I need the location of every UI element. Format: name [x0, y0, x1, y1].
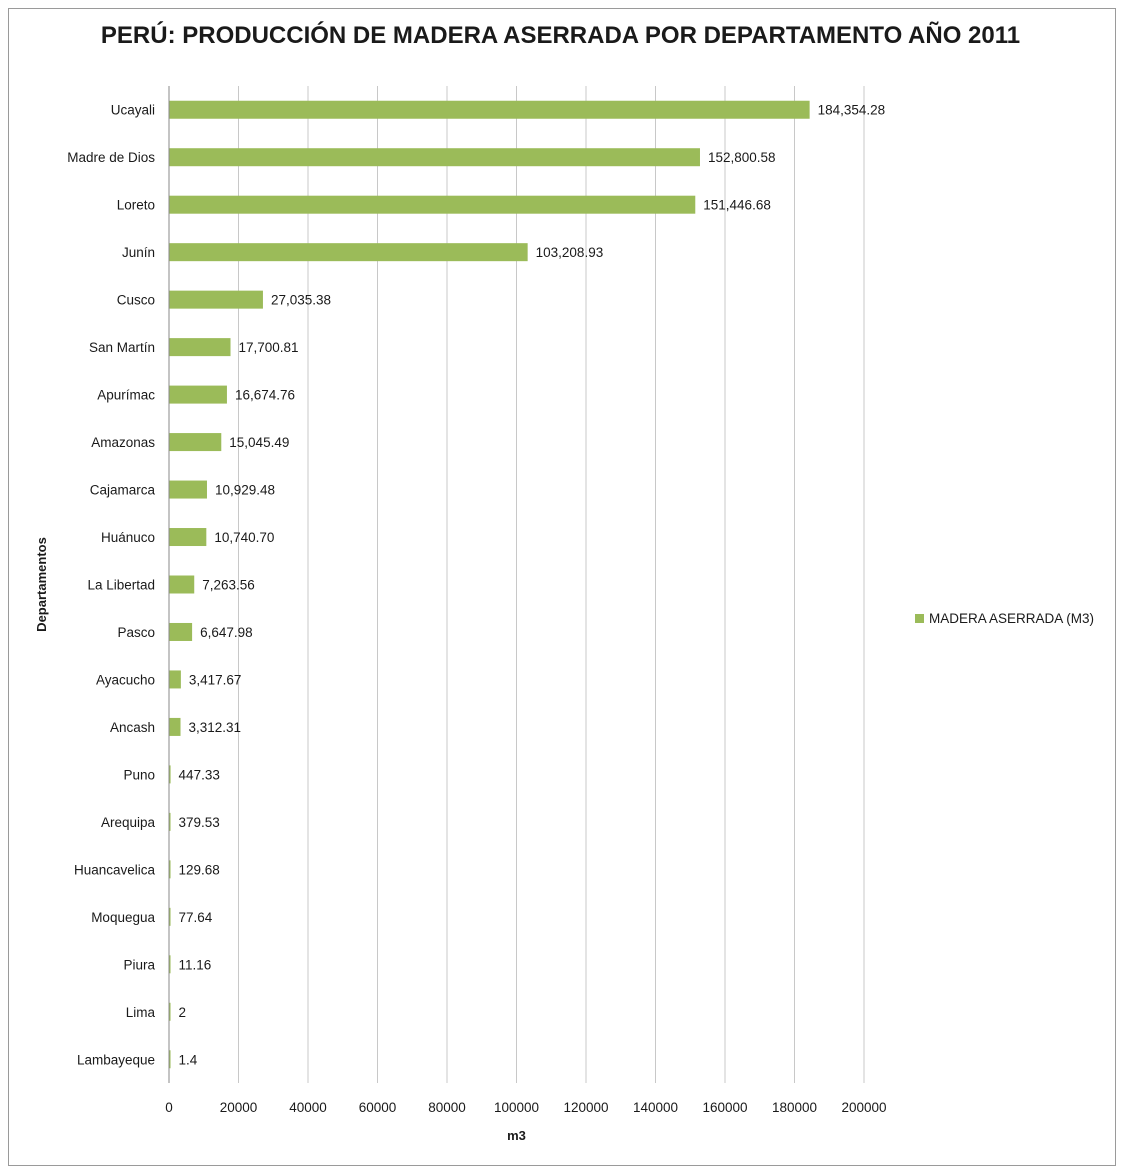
data-label: 27,035.38	[271, 293, 331, 308]
category-label: Ucayali	[111, 103, 155, 118]
data-label: 3,417.67	[189, 672, 242, 687]
bar	[169, 860, 171, 879]
bar	[169, 290, 263, 309]
bars	[169, 100, 810, 1069]
x-tick-label: 160000	[702, 1100, 747, 1115]
bar	[169, 1002, 171, 1021]
x-axis-title: m3	[507, 1128, 526, 1143]
category-label: Huánuco	[101, 530, 155, 545]
data-label: 7,263.56	[202, 578, 255, 593]
bar	[169, 148, 700, 167]
data-label: 447.33	[179, 767, 220, 782]
legend-swatch	[915, 614, 924, 623]
data-label: 3,312.31	[189, 720, 242, 735]
category-labels: Ucayali Madre de Dios Loreto Junín Cusco San …	[67, 103, 155, 1068]
data-label: 10,740.70	[214, 530, 274, 545]
bar	[169, 100, 810, 119]
bar	[169, 1050, 171, 1069]
category-label: Cusco	[117, 293, 155, 308]
bar	[169, 765, 171, 784]
data-label: 129.68	[179, 862, 220, 877]
bar	[169, 385, 227, 404]
bar	[169, 812, 171, 831]
category-label: Amazonas	[91, 435, 155, 450]
category-label: Ancash	[110, 720, 155, 735]
bar	[169, 717, 181, 736]
data-label: 1.4	[179, 1052, 198, 1067]
data-label: 15,045.49	[229, 435, 289, 450]
category-label: Madre de Dios	[67, 150, 155, 165]
bar	[169, 433, 222, 452]
bar	[169, 575, 195, 594]
legend-label: MADERA ASERRADA (M3)	[929, 611, 1094, 626]
category-label: La Libertad	[87, 578, 155, 593]
data-label: 151,446.68	[703, 198, 771, 213]
x-tick-label: 120000	[563, 1100, 608, 1115]
category-label: Lima	[126, 1005, 156, 1020]
category-label: Cajamarca	[90, 483, 156, 498]
category-label: Pasco	[117, 625, 155, 640]
chart-title: PERÚ: PRODUCCIÓN DE MADERA ASERRADA POR …	[100, 22, 1021, 49]
category-label: San Martín	[89, 340, 155, 355]
bar	[169, 480, 207, 499]
x-tick-label: 100000	[494, 1100, 539, 1115]
category-label: Piura	[123, 957, 155, 972]
x-tick-label: 140000	[633, 1100, 678, 1115]
bar	[169, 622, 193, 641]
bar	[169, 955, 171, 974]
x-tick-label: 180000	[772, 1100, 817, 1115]
bar	[169, 243, 528, 262]
x-tick-label: 60000	[359, 1100, 397, 1115]
data-label: 184,354.28	[818, 103, 886, 118]
legend: MADERA ASERRADA (M3)	[915, 611, 1094, 626]
bar	[169, 338, 231, 357]
category-label: Huancavelica	[74, 862, 156, 877]
category-label: Junín	[122, 245, 155, 260]
x-tick-label: 20000	[220, 1100, 258, 1115]
category-label: Loreto	[117, 198, 155, 213]
category-label: Apurímac	[97, 388, 155, 403]
data-label: 103,208.93	[536, 245, 604, 260]
x-tick-label: 0	[165, 1100, 173, 1115]
y-axis-title: Departamentos	[34, 537, 49, 632]
x-tick-labels: 0 20000 40000 60000 80000 100000 120000 140000 1…	[165, 1100, 886, 1115]
data-label: 17,700.81	[239, 340, 299, 355]
data-label: 16,674.76	[235, 388, 295, 403]
category-label: Ayacucho	[96, 672, 155, 687]
data-label: 77.64	[179, 910, 213, 925]
category-label: Arequipa	[101, 815, 156, 830]
data-label: 6,647.98	[200, 625, 253, 640]
x-tick-label: 80000	[428, 1100, 466, 1115]
bar	[169, 907, 171, 926]
category-label: Puno	[123, 767, 155, 782]
bar	[169, 670, 181, 689]
data-label: 2	[179, 1005, 187, 1020]
data-label: 10,929.48	[215, 483, 275, 498]
data-labels: 184,354.28 152,800.58 151,446.68 103,208.93…	[179, 103, 886, 1068]
bar	[169, 195, 696, 214]
category-label: Moquegua	[91, 910, 155, 925]
category-label: Lambayeque	[77, 1052, 155, 1067]
gridlines	[238, 86, 865, 1083]
data-label: 11.16	[179, 957, 212, 972]
bar	[169, 528, 207, 547]
x-tick-label: 200000	[841, 1100, 886, 1115]
data-label: 379.53	[179, 815, 220, 830]
data-label: 152,800.58	[708, 150, 776, 165]
x-tick-label: 40000	[289, 1100, 327, 1115]
